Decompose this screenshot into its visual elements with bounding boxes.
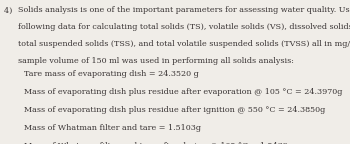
Text: total suspended solids (TSS), and total volatile suspended solids (TVSS) all in : total suspended solids (TSS), and total … <box>18 40 350 49</box>
Text: Mass of Whatman filter and tare after drying @ 105 °C = 1.5439g: Mass of Whatman filter and tare after dr… <box>24 142 293 144</box>
Text: Solids analysis is one of the important parameters for assessing water quality. : Solids analysis is one of the important … <box>18 6 350 15</box>
Text: Mass of evaporating dish plus residue after evaporation @ 105 °C = 24.3970g: Mass of evaporating dish plus residue af… <box>24 88 342 96</box>
Text: 4): 4) <box>4 6 15 15</box>
Text: Mass of Whatman filter and tare = 1.5103g: Mass of Whatman filter and tare = 1.5103… <box>24 124 201 132</box>
Text: Tare mass of evaporating dish = 24.3520 g: Tare mass of evaporating dish = 24.3520 … <box>24 70 198 78</box>
Text: Mass of evaporating dish plus residue after ignition @ 550 °C = 24.3850g: Mass of evaporating dish plus residue af… <box>24 106 325 114</box>
Text: sample volume of 150 ml was used in performing all solids analysis:: sample volume of 150 ml was used in perf… <box>18 57 294 66</box>
Text: following data for calculating total solids (TS), volatile solids (VS), dissolve: following data for calculating total sol… <box>18 23 350 32</box>
